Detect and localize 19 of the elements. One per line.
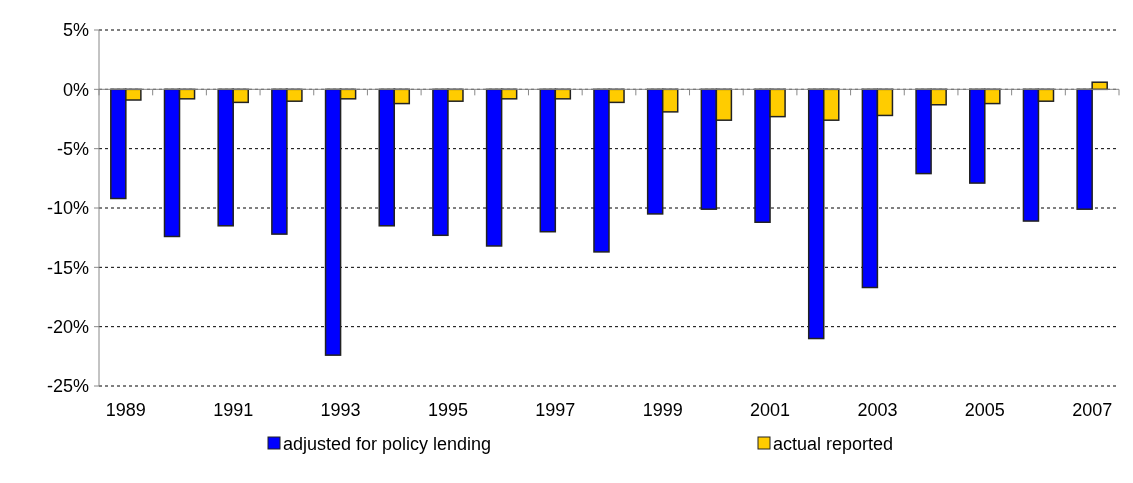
y-tick-label: -5% <box>56 138 89 159</box>
x-tick-label: 2007 <box>1072 400 1113 420</box>
x-tick-label: 2001 <box>750 400 791 420</box>
y-tick-label: 5% <box>62 20 89 41</box>
x-tick-label: 2005 <box>964 400 1005 420</box>
x-tick-label: 1997 <box>535 400 576 420</box>
legend-label: adjusted for policy lending <box>283 434 492 455</box>
x-tick-label: 1993 <box>320 400 361 420</box>
y-tick-label: -20% <box>46 316 89 337</box>
y-tick-label: -25% <box>46 376 89 397</box>
y-tick-label: 0% <box>62 79 89 100</box>
y-tick-label: -15% <box>46 257 89 278</box>
x-tick-label: 1989 <box>105 400 146 420</box>
legend-label: actual reported <box>773 434 894 455</box>
x-tick-label: 2003 <box>857 400 898 420</box>
y-tick-label: -10% <box>46 198 89 219</box>
x-tick-label: 1999 <box>642 400 683 420</box>
x-tick-label: 1991 <box>213 400 254 420</box>
x-tick-label: 1995 <box>427 400 468 420</box>
